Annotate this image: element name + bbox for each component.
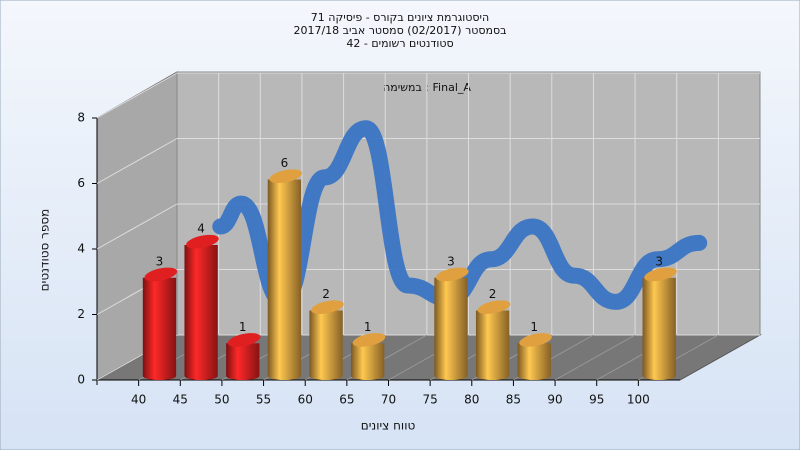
bar-bottom [226,372,260,380]
bar [184,234,219,380]
value-label: 4 [197,222,205,236]
grid-line [96,138,178,184]
bar-bottom [475,372,510,380]
value-label: 2 [489,287,497,301]
x-tick-label: 60 [298,393,313,407]
grid-line [96,203,178,250]
bar-top [186,234,219,249]
y-tick-label: 2 [77,307,85,321]
bar-top [519,333,552,347]
x-tick-label: 45 [173,393,188,407]
bar [351,333,386,380]
value-label: 1 [364,320,372,334]
bar [267,169,303,380]
bar-bottom [142,372,177,380]
value-label: 3 [156,254,164,268]
bar-body [142,277,177,376]
y-tick-label: 8 [77,111,85,125]
bar-top [144,267,178,282]
x-tick-label: 90 [547,393,562,407]
bar-top [477,300,511,314]
x-tick-label: 95 [589,393,604,407]
bar-top [352,333,386,347]
value-label: 3 [447,254,455,268]
bar-bottom [267,372,302,380]
y-tick-label: 4 [77,242,85,256]
bar [226,333,261,380]
bar-top [644,267,677,282]
bar-bottom [434,372,468,380]
bar [475,300,511,380]
bar [309,300,344,380]
bar [642,267,677,380]
bar [517,333,552,380]
value-label: 2 [322,287,330,301]
bar [142,267,178,380]
grid-line [554,334,636,381]
x-tick-label: 70 [381,393,396,407]
title-line: היסטוגרמת ציונים בקורס - פיסיקה 71 [311,11,489,24]
bar-body [226,343,260,376]
bar-body [267,179,302,376]
y-tick-label: 0 [77,373,85,387]
x-tick-label: 55 [256,393,271,407]
title-line: סטודנטים רשומים - 42 [346,37,453,50]
bar-bottom [351,372,385,380]
bar-top [435,267,469,282]
value-label: 3 [655,254,663,268]
bar-bottom [184,372,218,380]
bar-body [184,245,218,376]
x-tick-label: 80 [464,393,479,407]
bar-top [311,300,344,314]
bar-top [227,333,261,347]
value-label: 1 [239,320,247,334]
x-tick-label: 85 [506,393,521,407]
bar-body [434,277,468,376]
bar-body [642,277,676,376]
value-label: 1 [530,320,538,334]
x-tick-label: 65 [339,393,354,407]
bar [434,267,469,380]
title-line: בסמסטר (02/2017) סמסטר אביב 2017/18 [293,24,506,37]
bar-bottom [309,372,343,380]
bar-body [309,310,343,376]
x-tick-label: 50 [214,393,229,407]
bar-body [475,310,510,376]
x-tick-label: 100 [627,393,650,407]
title: היסטוגרמת ציונים בקורס - פיסיקה 71 בסמסט… [293,11,506,50]
x-tick-label: 75 [423,393,438,407]
bar-bottom [642,372,676,380]
x-tick-label: 40 [131,393,146,407]
grid-line [96,72,178,119]
bar-top [269,169,303,183]
bar-bottom [517,372,551,380]
x-axis-title: טווח ציונים [361,419,416,433]
y-axis-title: מספר סטודנטים [38,209,52,292]
bar-body [517,343,551,376]
value-label: 6 [281,156,289,170]
y-tick-label: 6 [77,176,85,190]
bar-body [351,343,385,376]
